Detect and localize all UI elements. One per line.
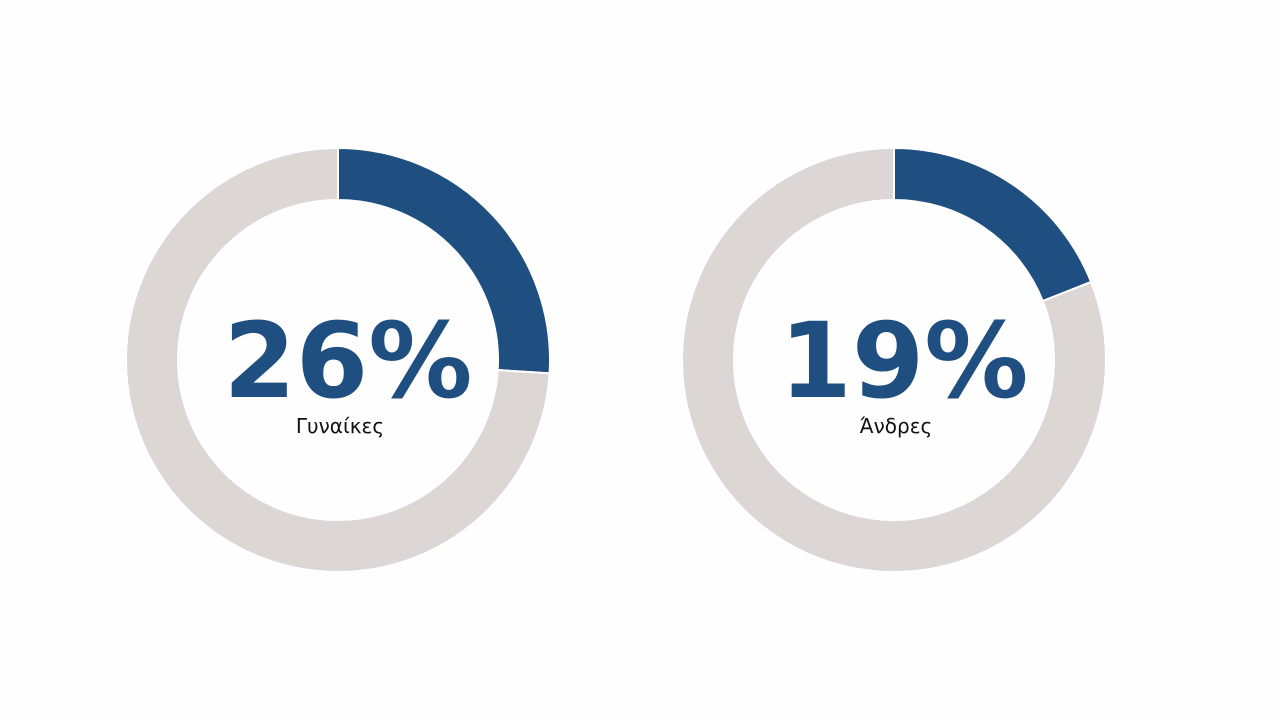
donut-segment (681, 146, 1107, 573)
value-label: 26% (224, 300, 473, 422)
value-label: 19% (780, 300, 1029, 422)
donut-segment (125, 146, 551, 573)
donut-label: Γυναίκες (296, 414, 384, 438)
donut-label: Άνδρες (860, 414, 933, 438)
donut-segment (893, 146, 1093, 303)
